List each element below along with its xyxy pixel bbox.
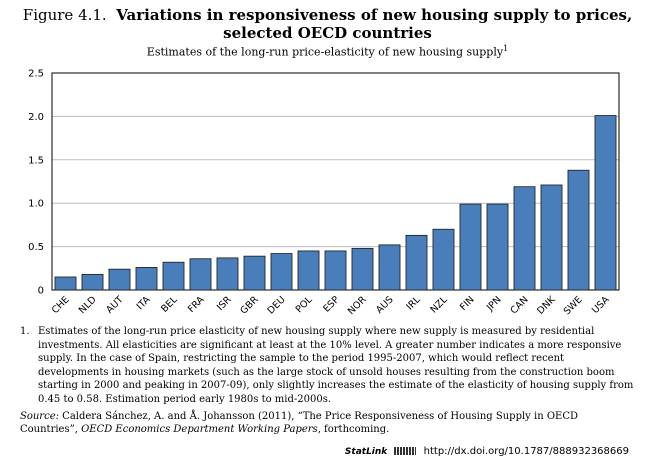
bar (432, 228, 455, 291)
source-publication: OECD Economics Department Working Papers (81, 424, 318, 436)
bar (567, 169, 590, 291)
subtitle-text: Estimates of the long-run price-elastici… (146, 45, 504, 59)
source-note: Source: Caldera Sánchez, A. and Å. Johan… (20, 410, 635, 437)
x-tick-label: ISR (215, 294, 234, 313)
bar (270, 253, 293, 291)
bar (108, 268, 131, 291)
bar (297, 250, 320, 291)
x-tick-label: IRL (404, 294, 423, 313)
footnote-text: Estimates of the long-run price elastici… (38, 326, 634, 405)
y-tick-label: 1.0 (28, 199, 44, 210)
x-tick-label: BEL (159, 294, 180, 315)
statlink-logo-icon (394, 447, 417, 455)
figure-subtitle: Estimates of the long-run price-elastici… (0, 44, 655, 59)
x-tick-label: CAN (509, 294, 531, 316)
y-tick-label: 2.5 (28, 69, 44, 80)
x-tick-label: JPN (484, 294, 504, 314)
bar (81, 273, 104, 291)
bar (459, 203, 482, 291)
y-tick-label: 0.5 (28, 242, 44, 253)
bar (54, 276, 77, 291)
title-line-2: selected OECD countries (223, 24, 432, 42)
x-tick-label: NOR (346, 294, 369, 317)
figure-title: Figure 4.1. Variations in responsiveness… (0, 6, 655, 42)
statlink: StatLink http://dx.doi.org/10.1787/88893… (345, 446, 629, 457)
x-tick-label: GBR (238, 294, 261, 317)
bar (243, 255, 266, 291)
x-tick-label: NZL (428, 294, 450, 316)
x-tick-label: AUS (374, 294, 396, 316)
x-tick-label: NLD (77, 294, 99, 316)
x-tick-label: FIN (458, 294, 477, 313)
figure-notes: 1. Estimates of the long-run price elast… (20, 325, 635, 437)
x-tick-label: DEU (266, 294, 288, 316)
footnote-1: 1. Estimates of the long-run price elast… (20, 325, 635, 407)
source-text: Caldera Sánchez, A. and Å. Johansson (20… (20, 410, 578, 436)
y-tick-label: 1.5 (28, 155, 44, 166)
x-tick-label: USA (590, 294, 612, 316)
x-tick-label: FRA (186, 294, 207, 315)
bar (162, 261, 185, 291)
source-text-end: , forthcoming. (317, 424, 390, 436)
x-tick-label: ESP (321, 294, 342, 315)
statlink-label: StatLink (344, 447, 388, 457)
x-tick-label: CHE (50, 294, 72, 316)
x-tick-label: ITA (135, 294, 153, 312)
x-tick-label: DNK (535, 294, 558, 317)
statlink-url[interactable]: http://dx.doi.org/10.1787/888932368669 (423, 446, 629, 457)
x-tick-label: POL (294, 294, 315, 315)
bar (405, 234, 428, 291)
title-line-1: Variations in responsiveness of new hous… (116, 6, 633, 24)
bar (513, 186, 536, 291)
bar (135, 267, 158, 291)
y-tick-label: 0 (38, 286, 44, 297)
bar (594, 115, 617, 291)
subtitle-footnote-marker: 1 (503, 44, 509, 53)
bar (378, 244, 401, 291)
y-tick-label: 2.0 (28, 112, 44, 123)
bar (216, 257, 239, 291)
bar (486, 203, 509, 291)
bar (351, 247, 374, 291)
bar (324, 250, 347, 291)
source-label: Source: (20, 410, 59, 422)
x-tick-label: AUT (104, 294, 126, 316)
bar (189, 258, 212, 291)
x-tick-label: SWE (562, 294, 585, 317)
figure-number: Figure 4.1. (22, 6, 107, 24)
bar (540, 184, 563, 291)
bar-chart: 0 0.5 1.0 1.5 2.0 2.5 CHE NLD AUT ITA BEL FRA ISR GBR… (28, 69, 620, 317)
footnote-number: 1. (20, 326, 30, 337)
